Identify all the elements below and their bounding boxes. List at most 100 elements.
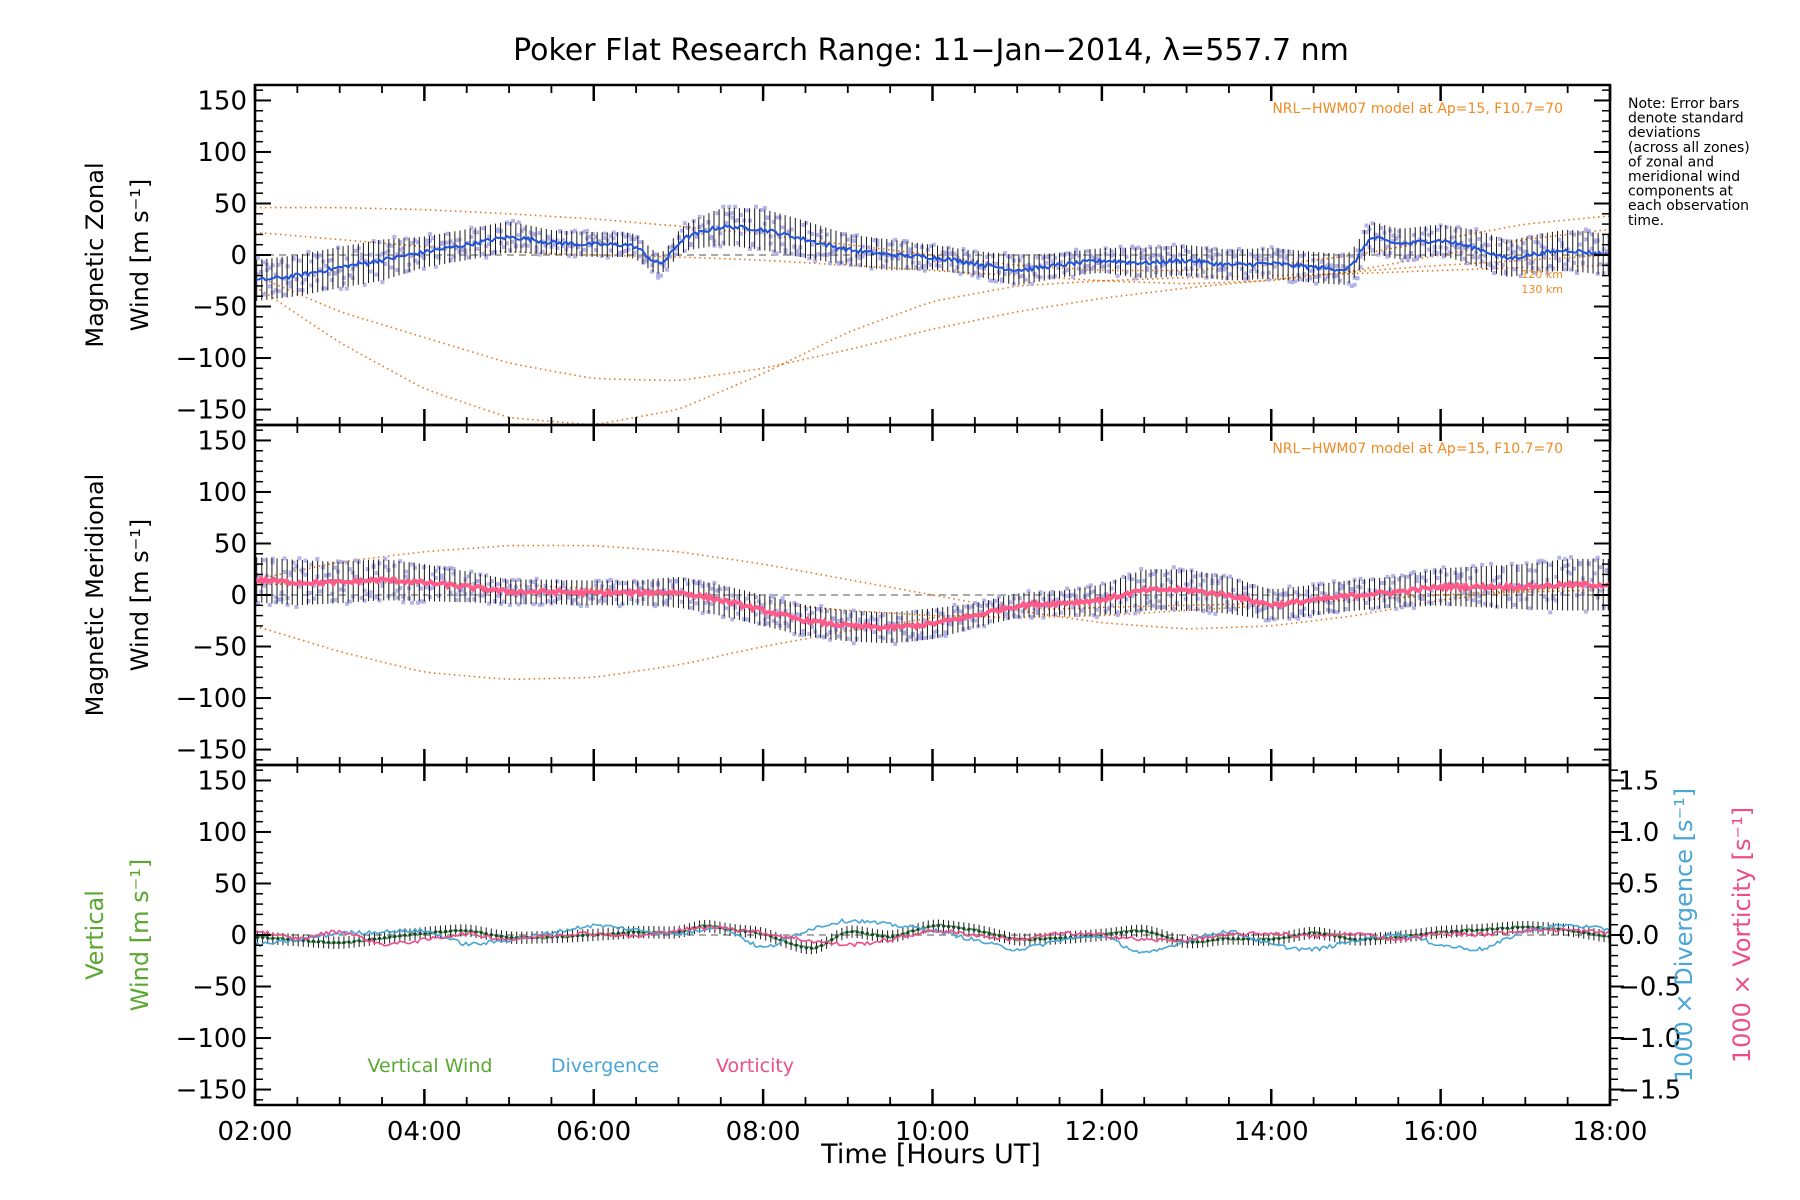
meridional-scatter-point <box>934 608 939 613</box>
zonal-scatter-point <box>801 222 806 227</box>
vertical-point <box>413 932 417 936</box>
zonal-scatter-point <box>1115 264 1120 269</box>
zonal-scatter-point <box>1343 265 1348 270</box>
meridional-scatter-point <box>771 618 776 623</box>
meridional-scatter-point <box>810 625 815 630</box>
meridional-scatter-point <box>1340 585 1345 590</box>
meridional-scatter-point <box>1112 579 1117 584</box>
zonal-scatter-point <box>1071 274 1076 279</box>
zonal-scatter-point <box>484 244 489 249</box>
zonal-scatter-point <box>857 263 862 268</box>
meridional-scatter-point <box>721 614 726 619</box>
vertical-point <box>464 928 468 933</box>
zonal-scatter-point <box>756 229 761 234</box>
zonal-scatter-point <box>1486 243 1491 248</box>
zonal-scatter-point <box>392 234 397 239</box>
zonal-scatter-point <box>309 259 314 264</box>
zonal-scatter-point <box>667 245 672 250</box>
vertical-point <box>499 934 504 939</box>
zonal-scatter-point <box>312 253 317 258</box>
meridional-scatter-point <box>1518 592 1523 597</box>
zonal-scatter-point <box>626 247 631 252</box>
meridional-scatter-point <box>1127 572 1132 577</box>
vertical-point <box>1500 926 1505 931</box>
vertical-point <box>1353 937 1357 941</box>
zonal-scatter-point <box>1231 249 1236 254</box>
meridional-scatter-point <box>718 587 723 592</box>
meridional-scatter-point <box>1121 574 1126 579</box>
meridional-scatter-point <box>667 579 672 584</box>
vertical-point <box>382 936 387 940</box>
vertical-point <box>1109 932 1113 936</box>
meridional-scatter-point <box>285 602 290 607</box>
zonal-scatter-point <box>700 230 705 235</box>
zonal-scatter-point <box>282 292 287 297</box>
y2-label-divergence: 1000 × Divergence [s⁻¹] <box>1670 788 1698 1082</box>
meridional-scatter-point <box>1231 605 1236 610</box>
vertical-point <box>276 937 280 941</box>
zonal-scatter-point <box>1604 249 1609 254</box>
meridional-scatter-point <box>1432 567 1437 572</box>
vertical-point <box>332 941 336 945</box>
meridional-scatter-point <box>501 578 506 583</box>
meridional-scatter-point <box>825 632 830 637</box>
vertical-point <box>1597 933 1601 937</box>
meridional-scatter-point <box>1385 604 1390 609</box>
meridional-scatter-point <box>255 600 260 605</box>
zonal-scatter-point <box>911 260 916 265</box>
meridional-scatter-point <box>825 609 830 614</box>
vertical-point <box>997 934 1002 938</box>
meridional-scatter-point <box>801 632 806 637</box>
zonal-scatter-point <box>970 273 975 278</box>
meridional-scatter-point <box>1548 562 1553 567</box>
meridional-scatter-point <box>1207 605 1212 610</box>
meridional-scatter-point <box>1429 588 1434 593</box>
meridional-scatter-point <box>1379 581 1384 586</box>
meridional-scatter-point <box>451 566 456 571</box>
vertical-point <box>1602 934 1606 938</box>
meridional-scatter-point <box>1248 584 1253 589</box>
zonal-scatter-point <box>276 262 281 267</box>
meridional-scatter-point <box>1041 615 1046 620</box>
zonal-scatter-point <box>1160 255 1165 260</box>
vertical-point <box>1195 940 1200 944</box>
meridional-scatter-point <box>510 577 515 582</box>
zonal-scatter-point <box>682 248 687 253</box>
zonal-scatter-point <box>1186 249 1191 254</box>
meridional-scatter-point <box>733 605 738 610</box>
zonal-scatter-point <box>985 254 990 259</box>
zonal-scatter-point <box>1124 254 1129 259</box>
meridional-scatter-point <box>1085 584 1090 589</box>
zonal-scatter-point <box>934 263 939 268</box>
meridional-scatter-point <box>1536 559 1541 564</box>
zonal-scatter-point <box>673 246 678 251</box>
meridional-scatter-point <box>745 617 750 622</box>
meridional-scatter-point <box>1251 584 1256 589</box>
zonal-scatter-point <box>593 234 598 239</box>
vertical-point <box>631 930 636 934</box>
x-tick-label: 18:00 <box>1573 1117 1648 1147</box>
meridional-scatter-point <box>780 596 785 601</box>
meridional-scatter-point <box>1441 565 1446 570</box>
meridional-scatter-point <box>896 616 901 621</box>
meridional-scatter-point <box>765 614 770 619</box>
vertical-point <box>1155 932 1159 936</box>
meridional-scatter-point <box>792 601 797 606</box>
meridional-scatter-point <box>1234 593 1239 598</box>
meridional-scatter-point <box>943 634 948 639</box>
meridional-scatter-point <box>362 598 367 603</box>
meridional-scatter-point <box>1186 582 1191 587</box>
zonal-model-note: NRL−HWM07 model at Ap=15, F10.7=70 <box>1272 101 1563 117</box>
meridional-scatter-point <box>1234 607 1239 612</box>
meridional-scatter-point <box>1317 581 1322 586</box>
meridional-scatter-point <box>1157 599 1162 604</box>
zonal-scatter-point <box>451 242 456 247</box>
zonal-scatter-point <box>525 243 530 248</box>
meridional-scatter-point <box>291 560 296 565</box>
meridional-scatter-point <box>1337 582 1342 587</box>
zonal-scatter-point <box>1091 255 1096 260</box>
meridional-scatter-point <box>1320 581 1325 586</box>
meridional-scatter-point <box>611 583 616 588</box>
meridional-scatter-point <box>881 636 886 641</box>
zonal-scatter-point <box>638 239 643 244</box>
